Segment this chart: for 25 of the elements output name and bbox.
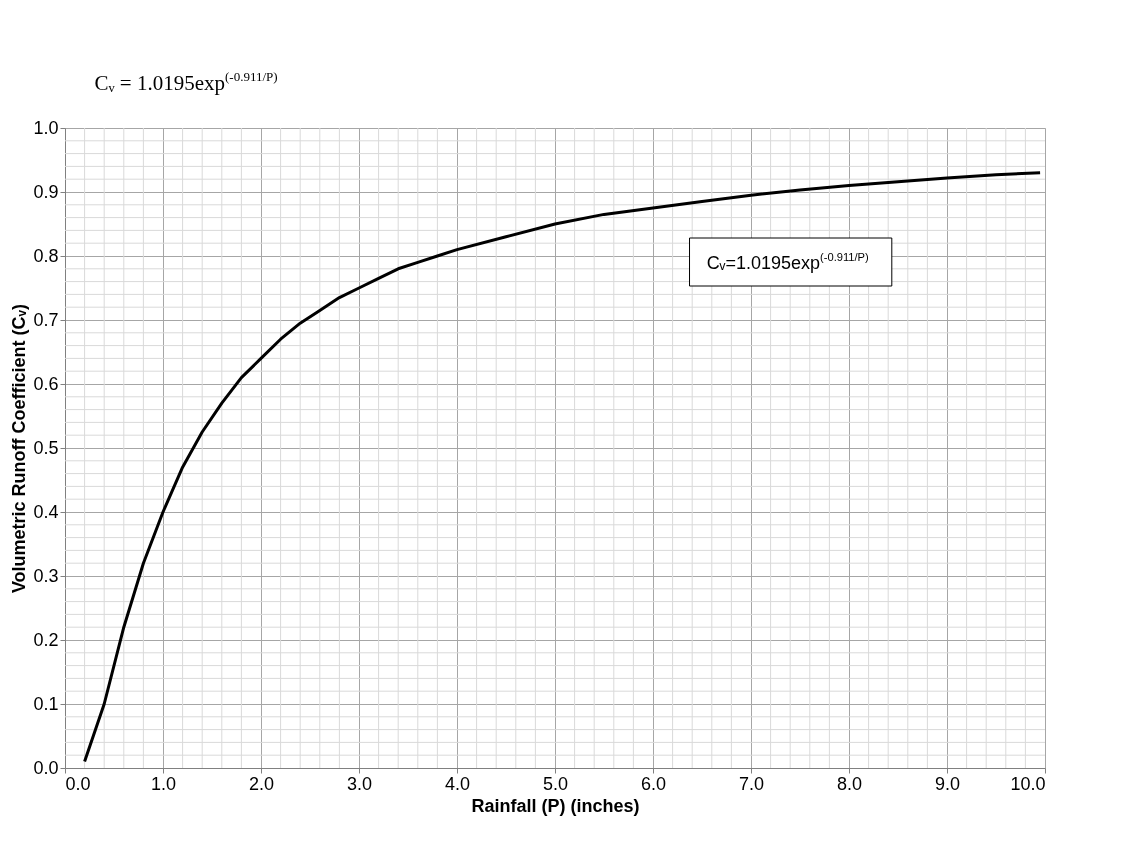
x-tick-label: 8.0 [836,773,863,794]
x-tick-label: 3.0 [346,773,373,794]
y-tick-label: 0.1 [33,693,59,714]
x-tick-label: 7.0 [738,773,765,794]
line-series [83,171,1042,764]
x-tick-label: 9.0 [934,773,961,794]
y-tick-label: 0.8 [33,245,59,266]
y-axis-title: Volumetric Runoff Coefficient (Cᵥ) [9,303,30,594]
x-tick-label: 2.0 [248,773,275,794]
y-tick-label: 0.0 [33,757,59,778]
y-tick-label: 0.3 [33,565,59,586]
y-tick-label: 0.7 [33,309,59,330]
x-tick-label: 6.0 [640,773,667,794]
x-axis-title: Rainfall (P) (inches) [471,795,640,816]
x-tick-label: 1.0 [150,773,177,794]
y-tick-label: 0.2 [33,629,59,650]
y-tick-label: 0.4 [33,501,59,522]
y-tick-label: 1.0 [33,117,59,138]
y-tick-label: 0.5 [33,437,59,458]
x-tick-label: 0.0 [65,773,91,794]
x-tick-label: 10.0 [1010,773,1046,794]
y-tick-label: 0.6 [33,373,59,394]
y-tick-label: 0.9 [33,181,59,202]
x-tick-label: 4.0 [444,773,471,794]
x-tick-label: 5.0 [542,773,569,794]
